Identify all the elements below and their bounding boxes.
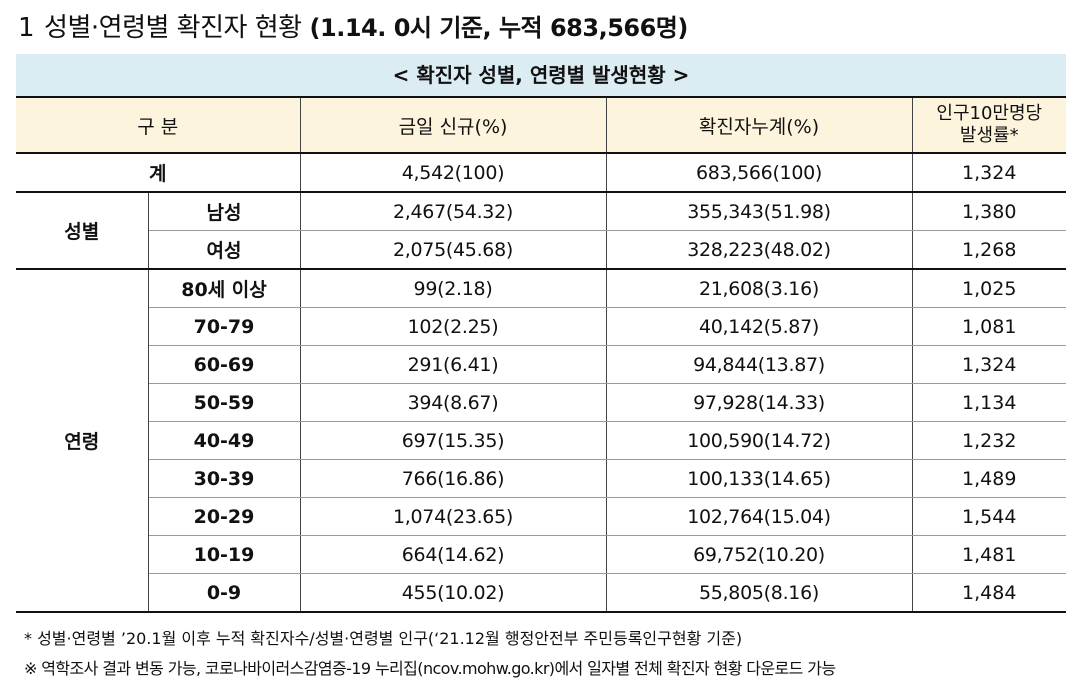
- section-number: 1: [18, 13, 35, 43]
- cell-rate: 1,081: [912, 307, 1066, 346]
- row-label: 80세 이상: [148, 269, 301, 308]
- group-label-age: 연령: [16, 269, 149, 613]
- cell-rate: 1,324: [912, 153, 1066, 193]
- cell-rate: 1,232: [912, 421, 1066, 460]
- cell-new: 1,074(23.65): [300, 497, 607, 536]
- header-rate: 인구10만명당 발생률*: [912, 96, 1066, 154]
- cell-cumulative: 55,805(8.16): [606, 573, 913, 613]
- footnote-population: * 성별·연령별 ’20.1월 이후 누적 확진자수/성별·연령별 인구(‘21…: [24, 629, 743, 648]
- header-category: 구 분: [16, 96, 301, 154]
- table-row: 50-59 394(8.67) 97,928(14.33) 1,134: [16, 383, 1066, 422]
- cell-rate: 1,544: [912, 497, 1066, 536]
- group-label-sex: 성별: [16, 192, 149, 270]
- cell-rate: 1,481: [912, 535, 1066, 574]
- cell-cumulative: 40,142(5.87): [606, 307, 913, 346]
- cell-rate: 1,025: [912, 269, 1066, 308]
- section-subtitle: (1.14. 0시 기준, 누적 683,566명): [309, 14, 689, 42]
- table-row-total: 계 4,542(100) 683,566(100) 1,324: [16, 153, 1066, 193]
- table-row: 30-39 766(16.86) 100,133(14.65) 1,489: [16, 459, 1066, 498]
- cell-new: 99(2.18): [300, 269, 607, 308]
- section-title: 성별·연령별 확진자 현황: [44, 13, 302, 43]
- stats-table: 구 분 금일 신규(%) 확진자누계(%) 인구10만명당 발생률* 계 4,5…: [16, 96, 1066, 613]
- cell-rate: 1,134: [912, 383, 1066, 422]
- table-row: 10-19 664(14.62) 69,752(10.20) 1,481: [16, 535, 1066, 574]
- cell-cumulative: 328,223(48.02): [606, 230, 913, 270]
- cell-cumulative: 683,566(100): [606, 153, 913, 193]
- table-row: 여성 2,075(45.68) 328,223(48.02) 1,268: [16, 230, 1066, 270]
- row-label: 40-49: [148, 421, 301, 460]
- header-cumulative: 확진자누계(%): [606, 96, 913, 154]
- row-label: 계: [16, 153, 301, 193]
- footnotes: * 성별·연령별 ’20.1월 이후 누적 확진자수/성별·연령별 인구(‘21…: [24, 624, 836, 684]
- cell-cumulative: 100,590(14.72): [606, 421, 913, 460]
- table-row: 70-79 102(2.25) 40,142(5.87) 1,081: [16, 307, 1066, 346]
- cell-new: 455(10.02): [300, 573, 607, 613]
- header-rate-line2: 발생률*: [959, 125, 1019, 146]
- cell-new: 2,467(54.32): [300, 192, 607, 231]
- cell-cumulative: 100,133(14.65): [606, 459, 913, 498]
- footnote-disclaimer: ※ 역학조사 결과 변동 가능, 코로나바이러스감염증-19 누리집(ncov.…: [24, 659, 836, 678]
- cell-cumulative: 102,764(15.04): [606, 497, 913, 536]
- table-row: 20-29 1,074(23.65) 102,764(15.04) 1,544: [16, 497, 1066, 536]
- cell-cumulative: 97,928(14.33): [606, 383, 913, 422]
- table-row: 0-9 455(10.02) 55,805(8.16) 1,484: [16, 573, 1066, 613]
- table-row: 60-69 291(6.41) 94,844(13.87) 1,324: [16, 345, 1066, 384]
- cell-cumulative: 21,608(3.16): [606, 269, 913, 308]
- row-label: 여성: [148, 230, 301, 270]
- row-label: 50-59: [148, 383, 301, 422]
- row-label: 30-39: [148, 459, 301, 498]
- cell-rate: 1,484: [912, 573, 1066, 613]
- row-label: 70-79: [148, 307, 301, 346]
- row-label: 남성: [148, 192, 301, 231]
- cell-new: 102(2.25): [300, 307, 607, 346]
- header-rate-line1: 인구10만명당: [936, 103, 1043, 124]
- cell-new: 2,075(45.68): [300, 230, 607, 270]
- header-new: 금일 신규(%): [300, 96, 607, 154]
- cell-rate: 1,489: [912, 459, 1066, 498]
- cell-new: 697(15.35): [300, 421, 607, 460]
- cell-new: 4,542(100): [300, 153, 607, 193]
- cell-new: 766(16.86): [300, 459, 607, 498]
- stats-table-container: < 확진자 성별, 연령별 발생현황 > 구 분 금일 신규(%) 확진자누계(…: [16, 54, 1066, 613]
- page-heading: 1 성별·연령별 확진자 현황 (1.14. 0시 기준, 누적 683,566명): [18, 8, 688, 48]
- row-label: 0-9: [148, 573, 301, 613]
- cell-cumulative: 69,752(10.20): [606, 535, 913, 574]
- table-row: 성별 남성 2,467(54.32) 355,343(51.98) 1,380: [16, 192, 1066, 270]
- cell-new: 664(14.62): [300, 535, 607, 574]
- cell-new: 394(8.67): [300, 383, 607, 422]
- cell-rate: 1,268: [912, 230, 1066, 270]
- table-row: 40-49 697(15.35) 100,590(14.72) 1,232: [16, 421, 1066, 460]
- table-caption: < 확진자 성별, 연령별 발생현황 >: [16, 54, 1066, 96]
- row-label: 10-19: [148, 535, 301, 574]
- table-header-row: 구 분 금일 신규(%) 확진자누계(%) 인구10만명당 발생률*: [16, 96, 1066, 154]
- row-label: 60-69: [148, 345, 301, 384]
- cell-rate: 1,324: [912, 345, 1066, 384]
- cell-cumulative: 94,844(13.87): [606, 345, 913, 384]
- cell-new: 291(6.41): [300, 345, 607, 384]
- row-label: 20-29: [148, 497, 301, 536]
- cell-rate: 1,380: [912, 192, 1066, 231]
- table-row: 연령 80세 이상 99(2.18) 21,608(3.16) 1,025: [16, 269, 1066, 613]
- cell-cumulative: 355,343(51.98): [606, 192, 913, 231]
